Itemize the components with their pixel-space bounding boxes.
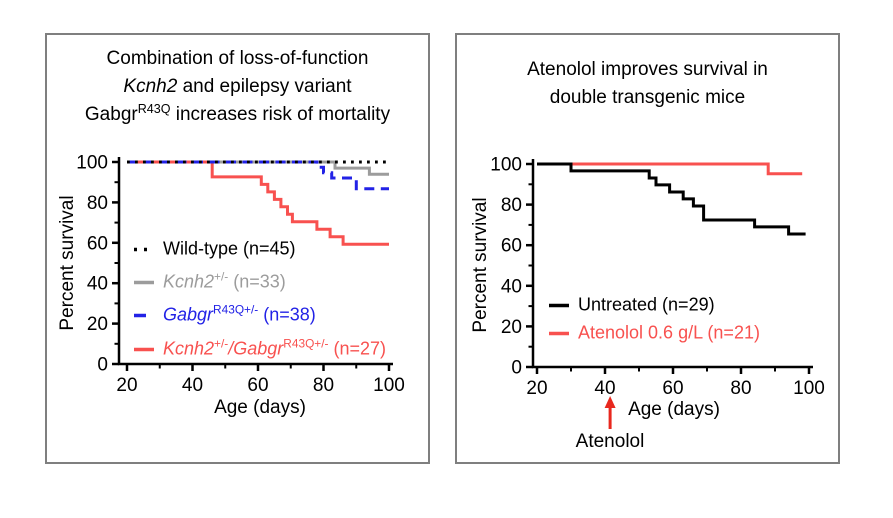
curve-gabgr — [127, 160, 389, 191]
legend-marker-dot — [134, 247, 154, 251]
title-line: Combination of loss-of-function — [47, 45, 428, 73]
right-x-axis-label: Age (days) — [628, 399, 720, 420]
legend-label: Untreated (n=29) — [578, 295, 715, 316]
legend-label: Kcnh2+/-/GabgrR43Q+/- (n=27) — [163, 336, 387, 360]
y-tick-label: 0 — [97, 355, 108, 376]
legend-item-wild-type: Wild-type (n=45) — [133, 239, 296, 260]
text-segment: increases risk of mortality — [170, 104, 391, 125]
y-tick-label: 80 — [87, 193, 108, 214]
x-tick-label: 60 — [247, 375, 268, 396]
text-segment: Atenolol 0.6 g/L (n=21) — [578, 322, 760, 343]
x-tick-label: 20 — [116, 375, 137, 396]
y-tick-label: 0 — [511, 358, 522, 379]
text-segment: Kcnh2 — [163, 271, 215, 292]
text-segment: Combination of loss-of-function — [106, 48, 369, 69]
legend-label: Wild-type (n=45) — [163, 239, 296, 260]
legend-item-atenolol: Atenolol 0.6 g/L (n=21) — [548, 323, 760, 344]
left-chart-title: Combination of loss-of-function Kcnh2 and… — [47, 45, 428, 130]
x-tick-label: 40 — [594, 378, 615, 399]
x-tick-label: 60 — [662, 378, 683, 399]
left-survival-plot: 0 20 40 60 80 100 20 40 60 80 100 — [76, 153, 405, 397]
curve-untreated — [537, 162, 806, 236]
legend-marker-solid — [549, 303, 569, 307]
curve-atenolol — [537, 162, 803, 176]
x-tick-label: 80 — [313, 375, 334, 396]
x-tick-label: 40 — [182, 375, 203, 396]
y-tick-label: 40 — [501, 276, 522, 297]
text-segment: Gabgr — [163, 304, 214, 325]
legend-marker-solid — [549, 331, 569, 335]
text-segment: R43Q+/- — [283, 336, 329, 351]
right-y-axis-label: Percent survival — [470, 197, 491, 333]
left-chart-panel: Combination of loss-of-function Kcnh2 and… — [45, 33, 430, 464]
text-segment: Untreated (n=29) — [578, 294, 715, 315]
legend-item-kcnh2: Kcnh2+/- (n=33) — [133, 269, 286, 293]
legend-item-untreated: Untreated (n=29) — [548, 295, 715, 316]
text-segment: +/- — [214, 336, 229, 351]
legend-marker-dash — [134, 313, 154, 317]
text-segment: (n=27) — [328, 338, 387, 359]
y-tick-label: 100 — [76, 153, 108, 174]
text-segment: (n=33) — [228, 271, 286, 292]
x-tick-label: 100 — [373, 375, 405, 396]
legend-marker-solid — [134, 280, 154, 284]
text-segment: Gabgr — [84, 104, 138, 125]
title-line: Atenolol improves survival in — [457, 56, 838, 84]
text-segment: and epilepsy variant — [177, 76, 352, 97]
title-line: GabgrR43Q increases risk of mortality — [47, 101, 428, 130]
text-segment: Kcnh2 — [163, 338, 215, 359]
text-segment: +/- — [214, 269, 229, 284]
text-segment: (n=38) — [258, 304, 316, 325]
atenolol-arrow-head — [604, 396, 616, 408]
y-tick-label: 20 — [501, 317, 522, 338]
y-tick-label: 60 — [87, 233, 108, 254]
text-segment: /Gabgr — [228, 338, 284, 359]
title-line: double transgenic mice — [457, 84, 838, 112]
left-x-axis-label: Age (days) — [214, 397, 306, 418]
text-segment: Atenolol improves survival in — [527, 59, 768, 80]
legend-item-gabgr: GabgrR43Q+/- (n=38) — [133, 302, 316, 326]
text-segment: Wild-type (n=45) — [163, 238, 296, 259]
left-axes — [117, 157, 393, 366]
legend-label: GabgrR43Q+/- (n=38) — [163, 302, 316, 326]
y-tick-label: 40 — [87, 274, 108, 295]
x-tick-label: 80 — [730, 378, 751, 399]
left-y-axis-label: Percent survival — [57, 195, 78, 331]
text-segment: double transgenic mice — [549, 87, 746, 108]
legend-label: Atenolol 0.6 g/L (n=21) — [578, 323, 760, 344]
atenolol-annotation-label: Atenolol — [575, 431, 645, 452]
legend-marker-solid — [134, 347, 154, 351]
text-segment: R43Q+/- — [213, 302, 259, 317]
y-tick-label: 20 — [87, 314, 108, 335]
text-segment: R43Q — [137, 102, 171, 117]
curve-double-mutant — [127, 160, 389, 246]
legend-item-double-mutant: Kcnh2+/-/GabgrR43Q+/- (n=27) — [133, 336, 387, 360]
curve-kcnh2 — [127, 160, 389, 176]
y-tick-label: 60 — [501, 236, 522, 257]
y-tick-label: 80 — [501, 195, 522, 216]
right-chart-title: Atenolol improves survival in double tran… — [457, 56, 838, 112]
x-tick-label: 20 — [526, 378, 547, 399]
text-segment: Kcnh2 — [123, 76, 178, 97]
y-tick-label: 100 — [490, 155, 522, 176]
legend-label: Kcnh2+/- (n=33) — [163, 269, 286, 293]
right-chart-panel: Atenolol improves survival in double tran… — [455, 33, 840, 464]
title-line: Kcnh2 and epilepsy variant — [47, 73, 428, 101]
x-tick-label: 100 — [793, 378, 825, 399]
